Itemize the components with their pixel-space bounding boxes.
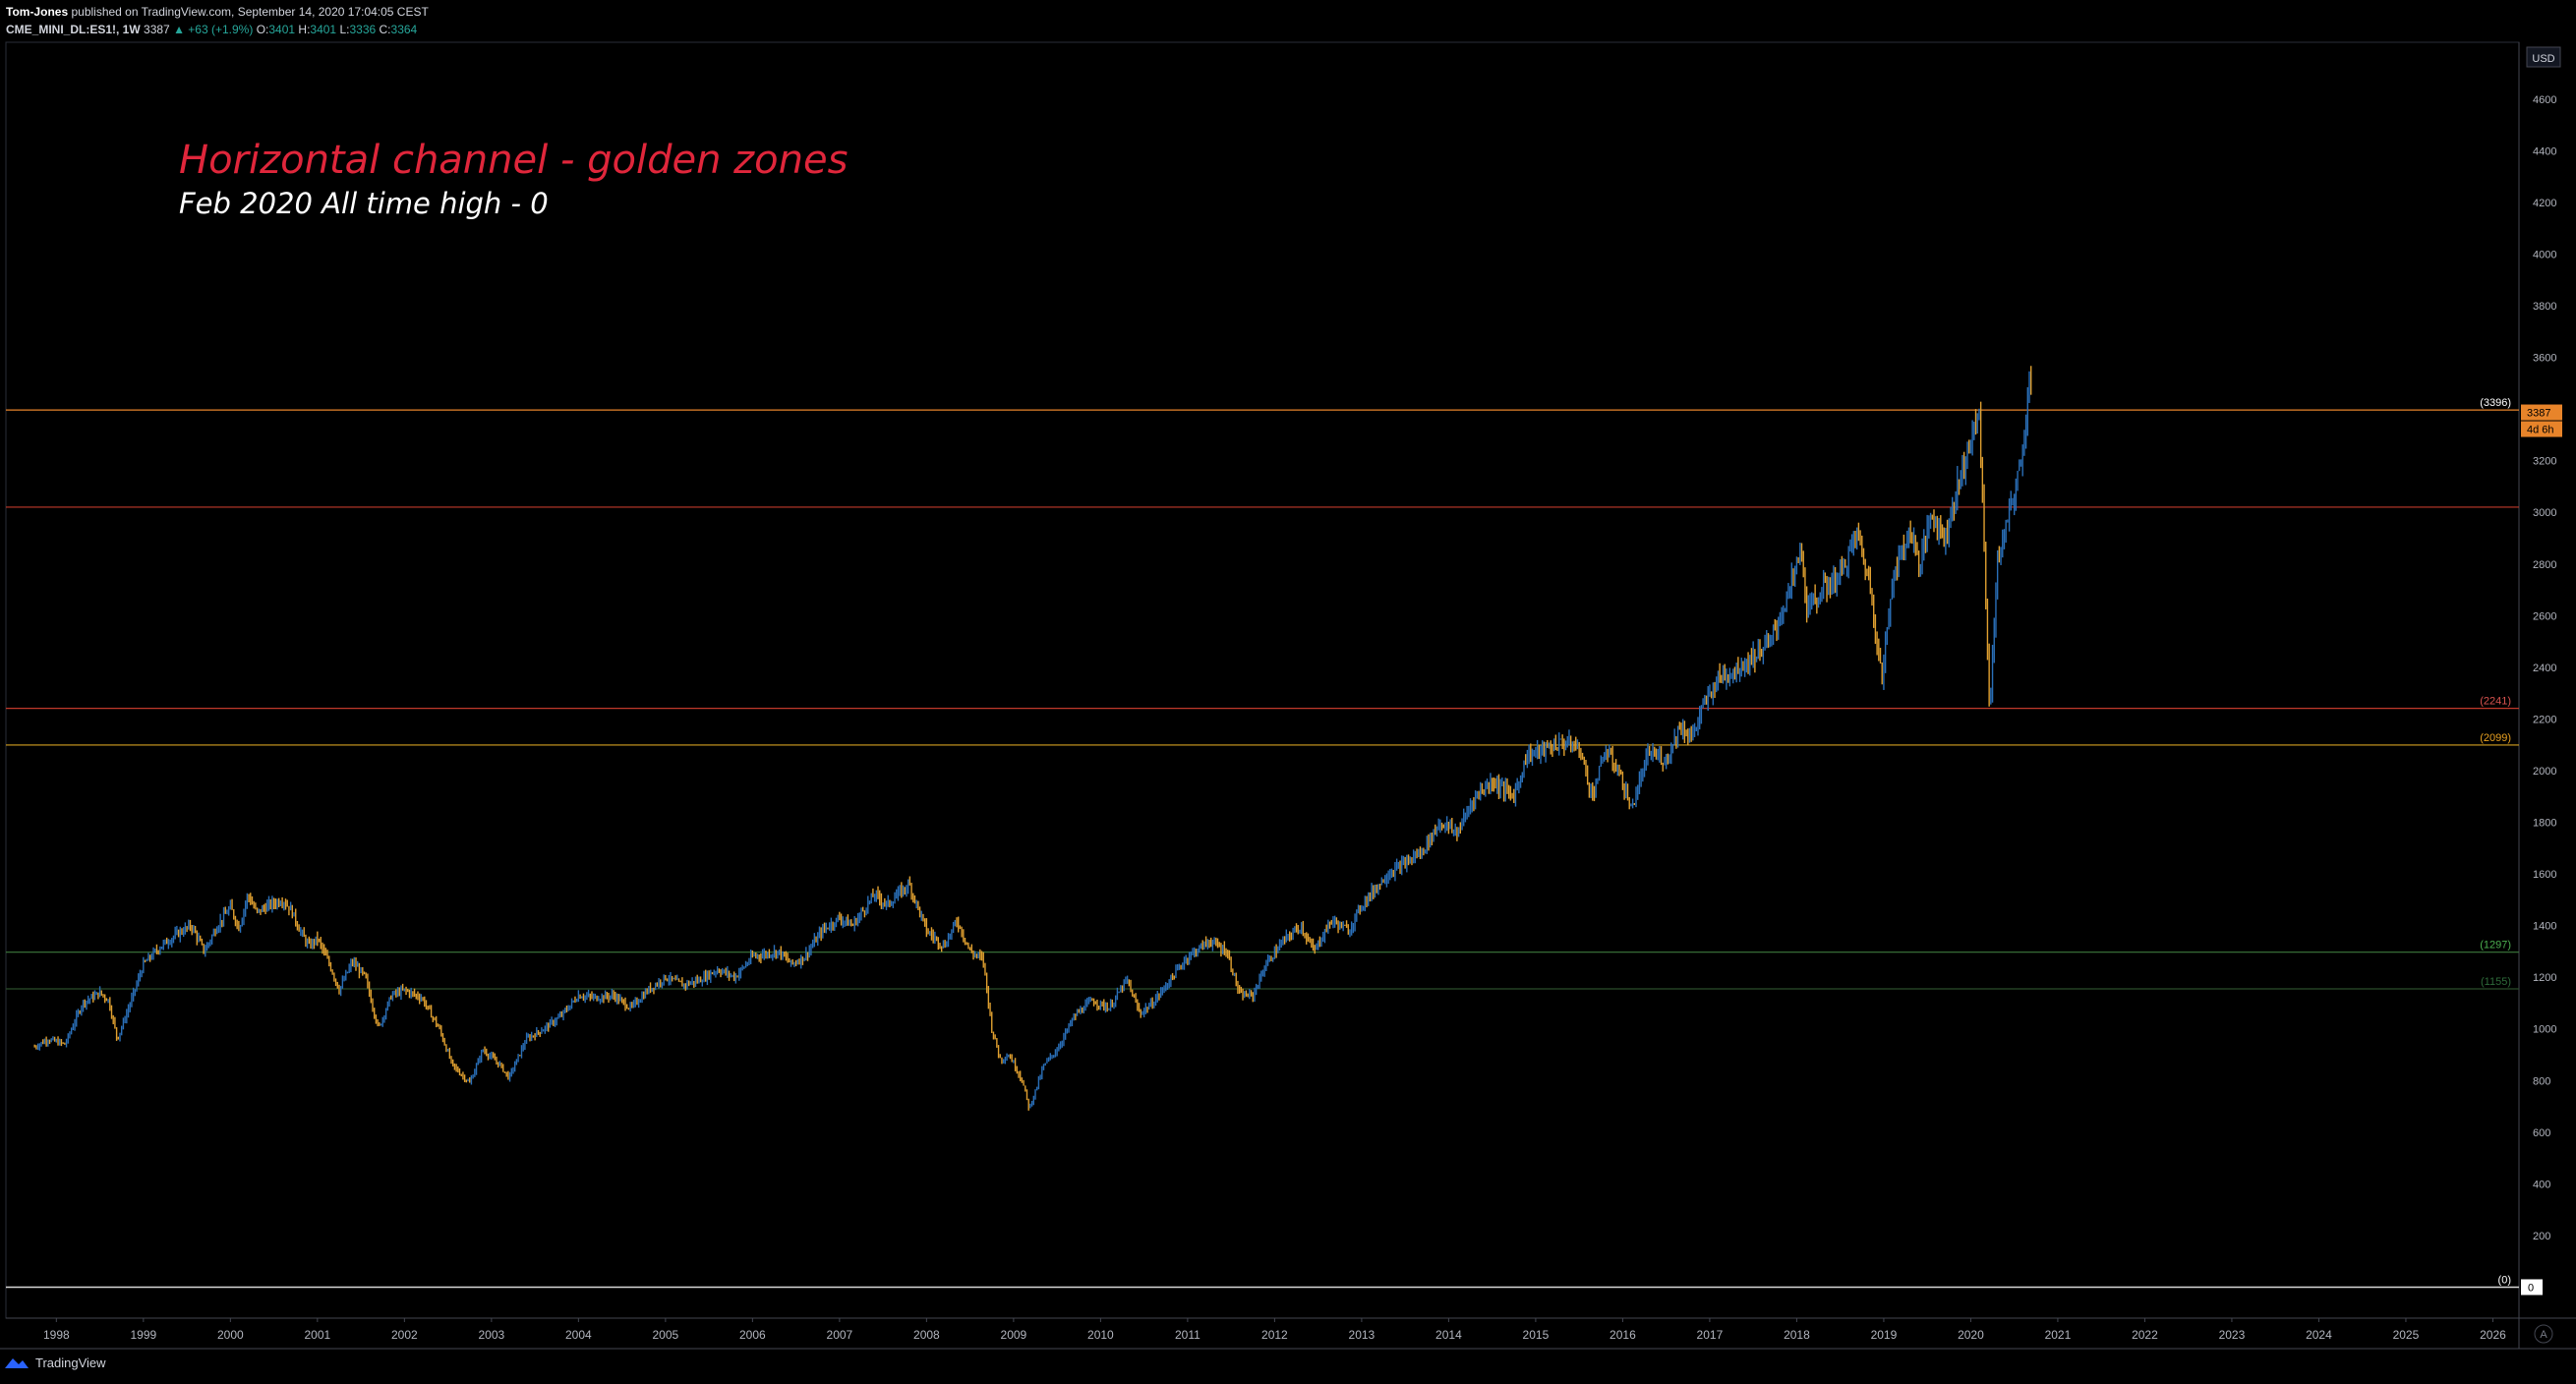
zero-bg xyxy=(2521,1279,2543,1296)
x-tick-label: 2010 xyxy=(1087,1328,1114,1342)
x-tick-label: 2026 xyxy=(2480,1328,2506,1342)
symbol-name[interactable]: CME_MINI_DL:ES1!, 1W xyxy=(6,23,141,36)
ohlc-low: 3336 xyxy=(349,23,377,36)
x-tick-label: 2008 xyxy=(913,1328,940,1342)
x-tick-label: 2019 xyxy=(1871,1328,1898,1342)
chart-header: Tom-Jones published on TradingView.com, … xyxy=(6,3,429,38)
zero-value: 0 xyxy=(2528,1282,2534,1294)
x-tick-label: 2013 xyxy=(1349,1328,1376,1342)
y-tick-label: 2800 xyxy=(2533,559,2556,571)
y-tick-label: 1400 xyxy=(2533,921,2556,933)
zero-badge: 0 xyxy=(2521,1279,2543,1296)
x-tick-label: 2020 xyxy=(1958,1328,1984,1342)
x-tick-label: 2016 xyxy=(1610,1328,1636,1342)
y-tick-label: 2400 xyxy=(2533,663,2556,674)
publish-line: Tom-Jones published on TradingView.com, … xyxy=(6,3,429,21)
x-tick-label: 2024 xyxy=(2306,1328,2332,1342)
auto-scale-icon[interactable]: A xyxy=(2534,1324,2553,1344)
x-tick-label: 2000 xyxy=(217,1328,244,1342)
x-tick-label: 2014 xyxy=(1435,1328,1462,1342)
x-tick-label: 2017 xyxy=(1697,1328,1724,1342)
ohlc-close: 3364 xyxy=(390,23,418,36)
y-tick-label: 4200 xyxy=(2533,198,2556,209)
y-tick-label: 400 xyxy=(2533,1179,2550,1190)
last-price: 3387 xyxy=(144,23,170,36)
last-price-value: 3387 xyxy=(2527,408,2550,420)
countdown-value: 4d 6h xyxy=(2527,425,2554,436)
level-label: (0) xyxy=(2498,1274,2511,1286)
level-label: (1155) xyxy=(2481,976,2511,988)
y-tick-label: 1000 xyxy=(2533,1024,2556,1036)
x-tick-label: 2002 xyxy=(391,1328,418,1342)
plot-area[interactable] xyxy=(5,41,2520,1319)
published-text: published on TradingView.com, September … xyxy=(71,5,429,19)
countdown-bg xyxy=(2521,421,2562,437)
y-tick-label: 2200 xyxy=(2533,714,2556,725)
y-tick-label: 4000 xyxy=(2533,249,2556,260)
y-tick-label: 1200 xyxy=(2533,972,2556,984)
ohlc-open: 3401 xyxy=(268,23,296,36)
svg-text:USD: USD xyxy=(2532,53,2554,65)
y-tick-label: 200 xyxy=(2533,1231,2550,1242)
y-tick-label: 3200 xyxy=(2533,456,2556,468)
horizontal-levels[interactable] xyxy=(6,409,2519,1289)
y-tick-label: 4600 xyxy=(2533,94,2556,106)
level-label: (2099) xyxy=(2480,732,2511,744)
brand-label: TradingView xyxy=(35,1355,106,1370)
currency-badge: USD xyxy=(2526,46,2561,68)
x-tick-label: 2003 xyxy=(479,1328,505,1342)
y-tick-label: 2600 xyxy=(2533,610,2556,622)
annotation-title[interactable]: Horizontal channel - golden zones xyxy=(179,138,849,183)
tradingview-logo-icon xyxy=(5,1358,29,1368)
y-tick-label: 3800 xyxy=(2533,301,2556,313)
footer-brand[interactable]: TradingView xyxy=(4,1355,106,1370)
price-change: ▲ +63 (+1.9%) xyxy=(173,23,254,36)
svg-text:A: A xyxy=(2540,1329,2547,1341)
y-tick-label: 800 xyxy=(2533,1075,2550,1087)
countdown-badge: 4d 6h xyxy=(2521,421,2562,437)
x-tick-label: 2011 xyxy=(1175,1328,1200,1342)
y-tick-label: 4400 xyxy=(2533,145,2556,157)
x-tick-label: 2023 xyxy=(2219,1328,2246,1342)
level-label: (3396) xyxy=(2480,397,2511,409)
y-tick-label: 600 xyxy=(2533,1127,2550,1139)
y-tick-label: 2000 xyxy=(2533,766,2556,778)
y-tick-label: 1600 xyxy=(2533,869,2556,881)
x-tick-label: 2015 xyxy=(1523,1328,1550,1342)
x-tick-label: 2022 xyxy=(2132,1328,2158,1342)
x-tick-label: 2018 xyxy=(1784,1328,1810,1342)
last-price-badge: 3387 xyxy=(2521,404,2562,421)
time-axis[interactable]: 1998 1999 2000 2001 2002 2003 2004 2005 2006 2007… xyxy=(43,1318,2506,1342)
x-tick-label: 1998 xyxy=(43,1328,70,1342)
x-tick-label: 2006 xyxy=(739,1328,766,1342)
level-label: (1297) xyxy=(2480,940,2511,952)
symbol-line: CME_MINI_DL:ES1!, 1W 3387 ▲ +63 (+1.9%) … xyxy=(6,21,429,38)
x-tick-label: 2001 xyxy=(304,1328,330,1342)
x-tick-label: 2009 xyxy=(1001,1328,1027,1342)
x-tick-label: 2004 xyxy=(565,1328,592,1342)
x-tick-label: 2007 xyxy=(827,1328,853,1342)
ohlc-high: 3401 xyxy=(310,23,337,36)
x-tick-label: 2012 xyxy=(1261,1328,1288,1342)
level-label: (2241) xyxy=(2480,696,2511,708)
y-tick-label: 3000 xyxy=(2533,507,2556,519)
candles xyxy=(33,366,2032,1111)
author-name[interactable]: Tom-Jones xyxy=(6,5,69,19)
x-tick-label: 2021 xyxy=(2045,1328,2072,1342)
y-tick-label: 3600 xyxy=(2533,353,2556,365)
x-tick-label: 2005 xyxy=(653,1328,679,1342)
ohlc-o-label: O: xyxy=(256,23,269,36)
price-axis[interactable]: 200 400 600 800 1000 1200 1400 1600 1800 2000 2200… xyxy=(2521,94,2562,1296)
ohlc-h-label: H: xyxy=(298,23,311,36)
x-tick-label: 1999 xyxy=(130,1328,156,1342)
y-tick-label: 1800 xyxy=(2533,818,2556,830)
x-tick-label: 2025 xyxy=(2393,1328,2420,1342)
level-labels: (3396) (2241) (2099) (1297) (1155) (0) xyxy=(2480,397,2511,1286)
ohlc-c-label: C: xyxy=(379,23,391,36)
last-price-bg xyxy=(2521,404,2562,421)
annotation-subtitle[interactable]: Feb 2020 All time high - 0 xyxy=(179,187,549,220)
ohlc-l-label: L: xyxy=(339,23,350,36)
